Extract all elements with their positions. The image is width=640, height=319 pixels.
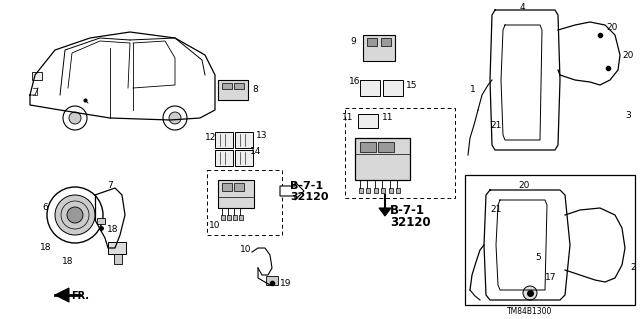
Circle shape: [63, 106, 87, 130]
Bar: [222, 83, 232, 89]
Bar: [367, 38, 377, 46]
Text: 18: 18: [107, 226, 118, 234]
Bar: [363, 35, 395, 61]
Text: B-7-1: B-7-1: [390, 204, 425, 217]
Bar: [97, 218, 105, 224]
Text: 4: 4: [520, 4, 525, 12]
Bar: [465, 175, 635, 305]
Bar: [235, 150, 253, 166]
Bar: [221, 215, 225, 220]
Text: 20: 20: [518, 181, 529, 189]
Text: 11: 11: [382, 113, 394, 122]
Text: 3: 3: [625, 110, 631, 120]
Text: 20: 20: [606, 24, 618, 33]
Text: 15: 15: [406, 81, 417, 91]
Bar: [32, 72, 42, 80]
Polygon shape: [280, 182, 304, 200]
Bar: [234, 183, 244, 191]
Circle shape: [67, 207, 83, 223]
Text: B-7-1: B-7-1: [290, 181, 323, 191]
Bar: [266, 276, 278, 285]
Text: 5: 5: [535, 254, 541, 263]
Bar: [365, 188, 369, 193]
Polygon shape: [379, 208, 391, 216]
Text: 21: 21: [490, 121, 501, 130]
Bar: [218, 180, 254, 208]
Bar: [235, 132, 253, 148]
Bar: [388, 188, 392, 193]
Bar: [381, 188, 385, 193]
Bar: [215, 150, 233, 166]
Bar: [222, 183, 232, 191]
Text: 21: 21: [490, 205, 501, 214]
Bar: [207, 170, 282, 235]
Text: 10: 10: [209, 220, 221, 229]
Bar: [396, 188, 399, 193]
Text: 18: 18: [40, 242, 51, 251]
Bar: [358, 188, 362, 193]
Text: 18: 18: [62, 257, 74, 266]
Circle shape: [55, 195, 95, 235]
Bar: [233, 215, 237, 220]
Bar: [360, 142, 376, 152]
Bar: [345, 108, 455, 198]
Text: 9: 9: [350, 38, 356, 47]
Bar: [239, 215, 243, 220]
Bar: [358, 114, 378, 128]
Text: 12: 12: [205, 133, 216, 143]
Bar: [378, 142, 394, 152]
Text: 16: 16: [349, 78, 360, 86]
Text: FR.: FR.: [71, 291, 89, 301]
Text: 19: 19: [280, 278, 291, 287]
Bar: [383, 80, 403, 96]
Circle shape: [69, 112, 81, 124]
Bar: [355, 138, 410, 180]
Text: 17: 17: [545, 273, 557, 283]
Bar: [360, 80, 380, 96]
Bar: [234, 83, 244, 89]
Polygon shape: [55, 288, 69, 302]
Text: 6: 6: [42, 204, 48, 212]
Bar: [374, 188, 378, 193]
Text: 10: 10: [240, 246, 252, 255]
Text: 7: 7: [107, 181, 113, 189]
Text: 14: 14: [250, 147, 261, 157]
Bar: [218, 80, 248, 100]
Bar: [114, 254, 122, 264]
Text: 8: 8: [252, 85, 258, 94]
Circle shape: [47, 187, 103, 243]
Text: TM84B1300: TM84B1300: [508, 308, 553, 316]
Text: 20: 20: [622, 50, 634, 60]
Circle shape: [169, 112, 181, 124]
Text: 32120: 32120: [390, 217, 431, 229]
Text: 32120: 32120: [290, 192, 328, 202]
Bar: [227, 215, 231, 220]
Text: 11: 11: [342, 113, 353, 122]
Bar: [381, 38, 391, 46]
Text: 2: 2: [630, 263, 636, 272]
Bar: [215, 132, 233, 148]
Text: 13: 13: [256, 130, 268, 139]
Circle shape: [523, 286, 537, 300]
Circle shape: [163, 106, 187, 130]
Bar: [108, 242, 126, 254]
Text: 1: 1: [470, 85, 476, 94]
